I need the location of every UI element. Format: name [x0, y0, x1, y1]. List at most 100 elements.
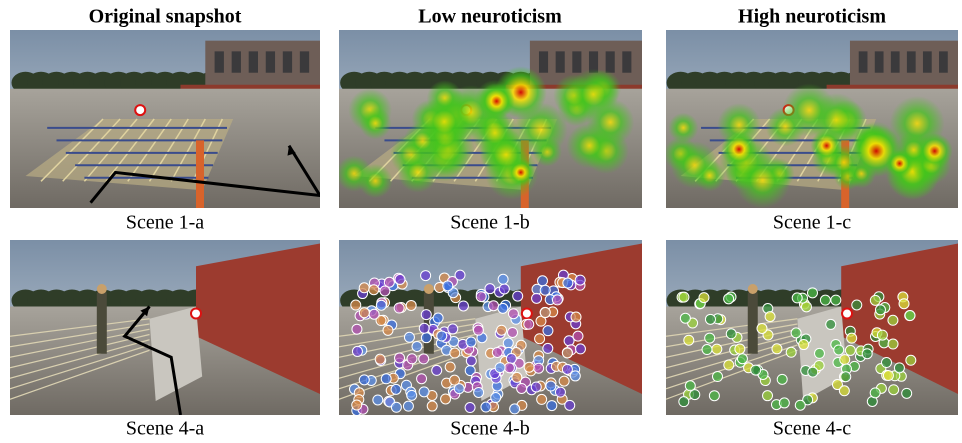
gaze-dot [705, 333, 715, 343]
gaze-dot [690, 390, 700, 400]
worker [748, 293, 758, 354]
gaze-dot [852, 300, 862, 310]
gaze-dot [421, 310, 431, 320]
gaze-dot [498, 274, 508, 284]
gaze-dot [899, 299, 909, 309]
gaze-dot [495, 363, 505, 373]
gaze-dot [831, 295, 841, 305]
gaze-dot [870, 295, 880, 305]
gaze-dot [772, 344, 782, 354]
gaze-dot [375, 354, 385, 364]
gaze-dot [395, 274, 405, 284]
gaze-dot [352, 324, 362, 334]
photo [336, 30, 642, 208]
gaze-dot [524, 362, 534, 372]
gaze-dot [433, 313, 443, 323]
gaze-dot [547, 401, 557, 411]
gaze-dot [902, 388, 912, 398]
gaze-dot [564, 336, 574, 346]
gaze-dot [894, 363, 904, 373]
gaze-dot [763, 391, 773, 401]
target-marker [191, 309, 201, 319]
gaze-dot [369, 285, 379, 295]
gaze-dot [448, 324, 458, 334]
gaze-dot [394, 303, 404, 313]
gaze-dot [799, 340, 809, 350]
gaze-dot [407, 390, 417, 400]
gaze-dot [445, 362, 455, 372]
heat-blob [358, 164, 392, 198]
window [572, 51, 581, 72]
gaze-dot [575, 275, 585, 285]
gaze-dot [724, 360, 734, 370]
gaze-dot [508, 327, 518, 337]
gaze-dot [534, 363, 544, 373]
window [606, 51, 615, 72]
gaze-dot [373, 395, 383, 405]
gaze-dot [352, 400, 362, 410]
gaze-dot [465, 403, 475, 413]
gaze-dot [702, 345, 712, 355]
gaze-dot [889, 385, 899, 395]
caption: Scene 4-a [126, 418, 204, 440]
gaze-dot [474, 387, 484, 397]
gaze-dot [359, 308, 369, 318]
gaze-dot [403, 401, 413, 411]
gaze-dot [705, 314, 715, 324]
photo [666, 240, 958, 415]
heat-spot [479, 83, 515, 119]
gaze-dot [737, 354, 747, 364]
caption: Scene 4-c [773, 418, 851, 440]
window [891, 51, 900, 72]
gaze-dot [565, 400, 575, 410]
gaze-dot [765, 312, 775, 322]
heat-blob [766, 107, 805, 146]
gaze-dot [391, 384, 401, 394]
gaze-dot [552, 295, 562, 305]
gaze-dot [391, 402, 401, 412]
gaze-dot [510, 404, 520, 414]
gaze-dot [473, 325, 483, 335]
window [907, 51, 916, 72]
gaze-dot [712, 344, 722, 354]
gaze-dot [712, 372, 722, 382]
gaze-dot [757, 323, 767, 333]
gaze-dot [352, 346, 362, 356]
gaze-dot [559, 376, 569, 386]
gaze-dot [888, 339, 898, 349]
gaze-dot [381, 374, 391, 384]
gaze-dot [421, 333, 431, 343]
caption: Scene 1-c [773, 212, 851, 234]
gaze-dot [807, 288, 817, 298]
gaze-dot [489, 301, 499, 311]
gaze-dot [543, 326, 553, 336]
gaze-dot [437, 331, 447, 341]
gaze-dot [795, 400, 805, 410]
gaze-dot [499, 284, 509, 294]
gaze-dot [862, 349, 872, 359]
gaze-dot [383, 325, 393, 335]
gaze-dot [575, 344, 585, 354]
caption: Scene 1-b [450, 212, 529, 234]
gaze-dot [882, 358, 892, 368]
gaze-dot [777, 374, 787, 384]
gaze-dot [458, 301, 468, 311]
gaze-dot [540, 308, 550, 318]
heat-spot [917, 133, 953, 169]
gaze-dot [450, 375, 460, 385]
gaze-dot [359, 283, 369, 293]
figure: Original snapshot Low neuroticism High n… [0, 0, 962, 443]
window [215, 51, 224, 72]
gaze-dot [680, 313, 690, 323]
gaze-dot [443, 281, 453, 291]
gaze-dot [875, 305, 885, 315]
gaze-dot [537, 394, 547, 404]
gaze-dot [380, 286, 390, 296]
gaze-dot [845, 345, 855, 355]
window [923, 51, 932, 72]
heat-spot [886, 150, 914, 178]
gaze-dot [535, 334, 545, 344]
gaze-dot [820, 295, 830, 305]
gaze-dot [503, 338, 513, 348]
gaze-dot [546, 381, 556, 391]
